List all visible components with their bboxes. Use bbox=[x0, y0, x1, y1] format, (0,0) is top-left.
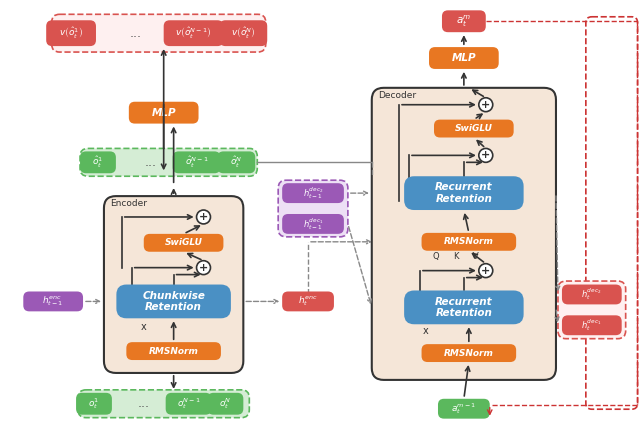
Text: RMSNorm: RMSNorm bbox=[444, 237, 494, 246]
Circle shape bbox=[196, 261, 211, 275]
FancyBboxPatch shape bbox=[116, 285, 231, 318]
Circle shape bbox=[479, 264, 493, 278]
FancyBboxPatch shape bbox=[282, 291, 334, 311]
FancyBboxPatch shape bbox=[80, 151, 116, 173]
FancyBboxPatch shape bbox=[422, 233, 516, 251]
Text: +: + bbox=[199, 263, 208, 273]
FancyBboxPatch shape bbox=[438, 399, 490, 419]
Text: RMSNorm: RMSNorm bbox=[148, 347, 198, 356]
Text: $\hat{o}_t^{N-1}$: $\hat{o}_t^{N-1}$ bbox=[185, 155, 208, 170]
Text: Recurrent
Retention: Recurrent Retention bbox=[435, 182, 493, 204]
FancyBboxPatch shape bbox=[282, 183, 344, 203]
Text: MLP: MLP bbox=[152, 108, 176, 118]
Text: $o_t^1$: $o_t^1$ bbox=[88, 396, 100, 411]
FancyBboxPatch shape bbox=[434, 120, 514, 138]
FancyBboxPatch shape bbox=[562, 285, 621, 305]
Text: V: V bbox=[473, 252, 479, 261]
Text: $\hat{o}_t^1$: $\hat{o}_t^1$ bbox=[92, 155, 104, 170]
Text: +: + bbox=[481, 150, 490, 160]
FancyBboxPatch shape bbox=[220, 20, 268, 46]
FancyBboxPatch shape bbox=[173, 151, 220, 173]
FancyBboxPatch shape bbox=[166, 393, 211, 414]
Circle shape bbox=[196, 210, 211, 224]
Text: ...: ... bbox=[130, 27, 142, 40]
Text: $h_t^{dec_2}$: $h_t^{dec_2}$ bbox=[581, 287, 602, 302]
Text: $v\left(\hat{o}_t^{N-1}\right)$: $v\left(\hat{o}_t^{N-1}\right)$ bbox=[175, 26, 212, 41]
FancyBboxPatch shape bbox=[126, 342, 221, 360]
Text: MLP: MLP bbox=[452, 53, 476, 63]
FancyBboxPatch shape bbox=[404, 176, 524, 210]
Text: $v\left(\hat{o}_t^N\right)$: $v\left(\hat{o}_t^N\right)$ bbox=[231, 26, 255, 41]
Text: $v\left(\hat{o}_t^1\right)$: $v\left(\hat{o}_t^1\right)$ bbox=[59, 26, 83, 41]
FancyBboxPatch shape bbox=[562, 315, 621, 335]
Text: $a_t^m$: $a_t^m$ bbox=[456, 14, 472, 29]
Circle shape bbox=[479, 148, 493, 162]
FancyBboxPatch shape bbox=[129, 102, 198, 124]
Text: $h_t^{enc}$: $h_t^{enc}$ bbox=[298, 295, 318, 308]
Text: Decoder: Decoder bbox=[378, 91, 416, 100]
FancyBboxPatch shape bbox=[429, 47, 499, 69]
FancyBboxPatch shape bbox=[80, 148, 257, 176]
FancyBboxPatch shape bbox=[422, 344, 516, 362]
Text: Recurrent
Retention: Recurrent Retention bbox=[435, 296, 493, 318]
Text: x: x bbox=[423, 326, 429, 336]
FancyBboxPatch shape bbox=[218, 151, 255, 173]
Text: Q: Q bbox=[433, 252, 439, 261]
FancyBboxPatch shape bbox=[76, 393, 112, 414]
FancyBboxPatch shape bbox=[144, 234, 223, 252]
FancyBboxPatch shape bbox=[404, 291, 524, 324]
Text: +: + bbox=[481, 100, 490, 110]
Text: x: x bbox=[141, 322, 147, 332]
FancyBboxPatch shape bbox=[23, 291, 83, 311]
Text: $o_t^{N-1}$: $o_t^{N-1}$ bbox=[177, 396, 200, 411]
FancyBboxPatch shape bbox=[282, 214, 344, 234]
Text: $h_t^{dec_1}$: $h_t^{dec_1}$ bbox=[582, 317, 602, 333]
Text: +: + bbox=[481, 266, 490, 276]
FancyBboxPatch shape bbox=[442, 10, 486, 32]
Text: $h_{t-1}^{dec_2}$: $h_{t-1}^{dec_2}$ bbox=[303, 185, 323, 201]
FancyBboxPatch shape bbox=[207, 393, 243, 414]
Text: SwiGLU: SwiGLU bbox=[164, 238, 202, 248]
Text: ...: ... bbox=[145, 156, 157, 169]
FancyBboxPatch shape bbox=[278, 180, 348, 237]
Text: $o_t^N$: $o_t^N$ bbox=[219, 396, 232, 411]
Circle shape bbox=[479, 98, 493, 112]
FancyBboxPatch shape bbox=[52, 14, 266, 52]
FancyBboxPatch shape bbox=[164, 20, 223, 46]
Text: $a_t^{m-1}$: $a_t^{m-1}$ bbox=[451, 401, 477, 416]
Text: RMSNorm: RMSNorm bbox=[444, 348, 494, 357]
Text: +: + bbox=[199, 212, 208, 222]
Text: $h_{t-1}^{enc}$: $h_{t-1}^{enc}$ bbox=[42, 295, 64, 308]
Text: Chunkwise
Retention: Chunkwise Retention bbox=[142, 291, 205, 312]
Text: K: K bbox=[453, 252, 459, 261]
FancyBboxPatch shape bbox=[372, 88, 556, 380]
FancyBboxPatch shape bbox=[104, 196, 243, 373]
FancyBboxPatch shape bbox=[558, 281, 626, 339]
FancyBboxPatch shape bbox=[78, 390, 250, 417]
Text: $\hat{o}_t^N$: $\hat{o}_t^N$ bbox=[230, 155, 243, 170]
FancyBboxPatch shape bbox=[46, 20, 96, 46]
Text: SwiGLU: SwiGLU bbox=[455, 124, 493, 133]
Text: Encoder: Encoder bbox=[110, 199, 147, 208]
Text: ...: ... bbox=[138, 397, 150, 410]
Text: $h_{t-1}^{dec_1}$: $h_{t-1}^{dec_1}$ bbox=[303, 216, 323, 232]
